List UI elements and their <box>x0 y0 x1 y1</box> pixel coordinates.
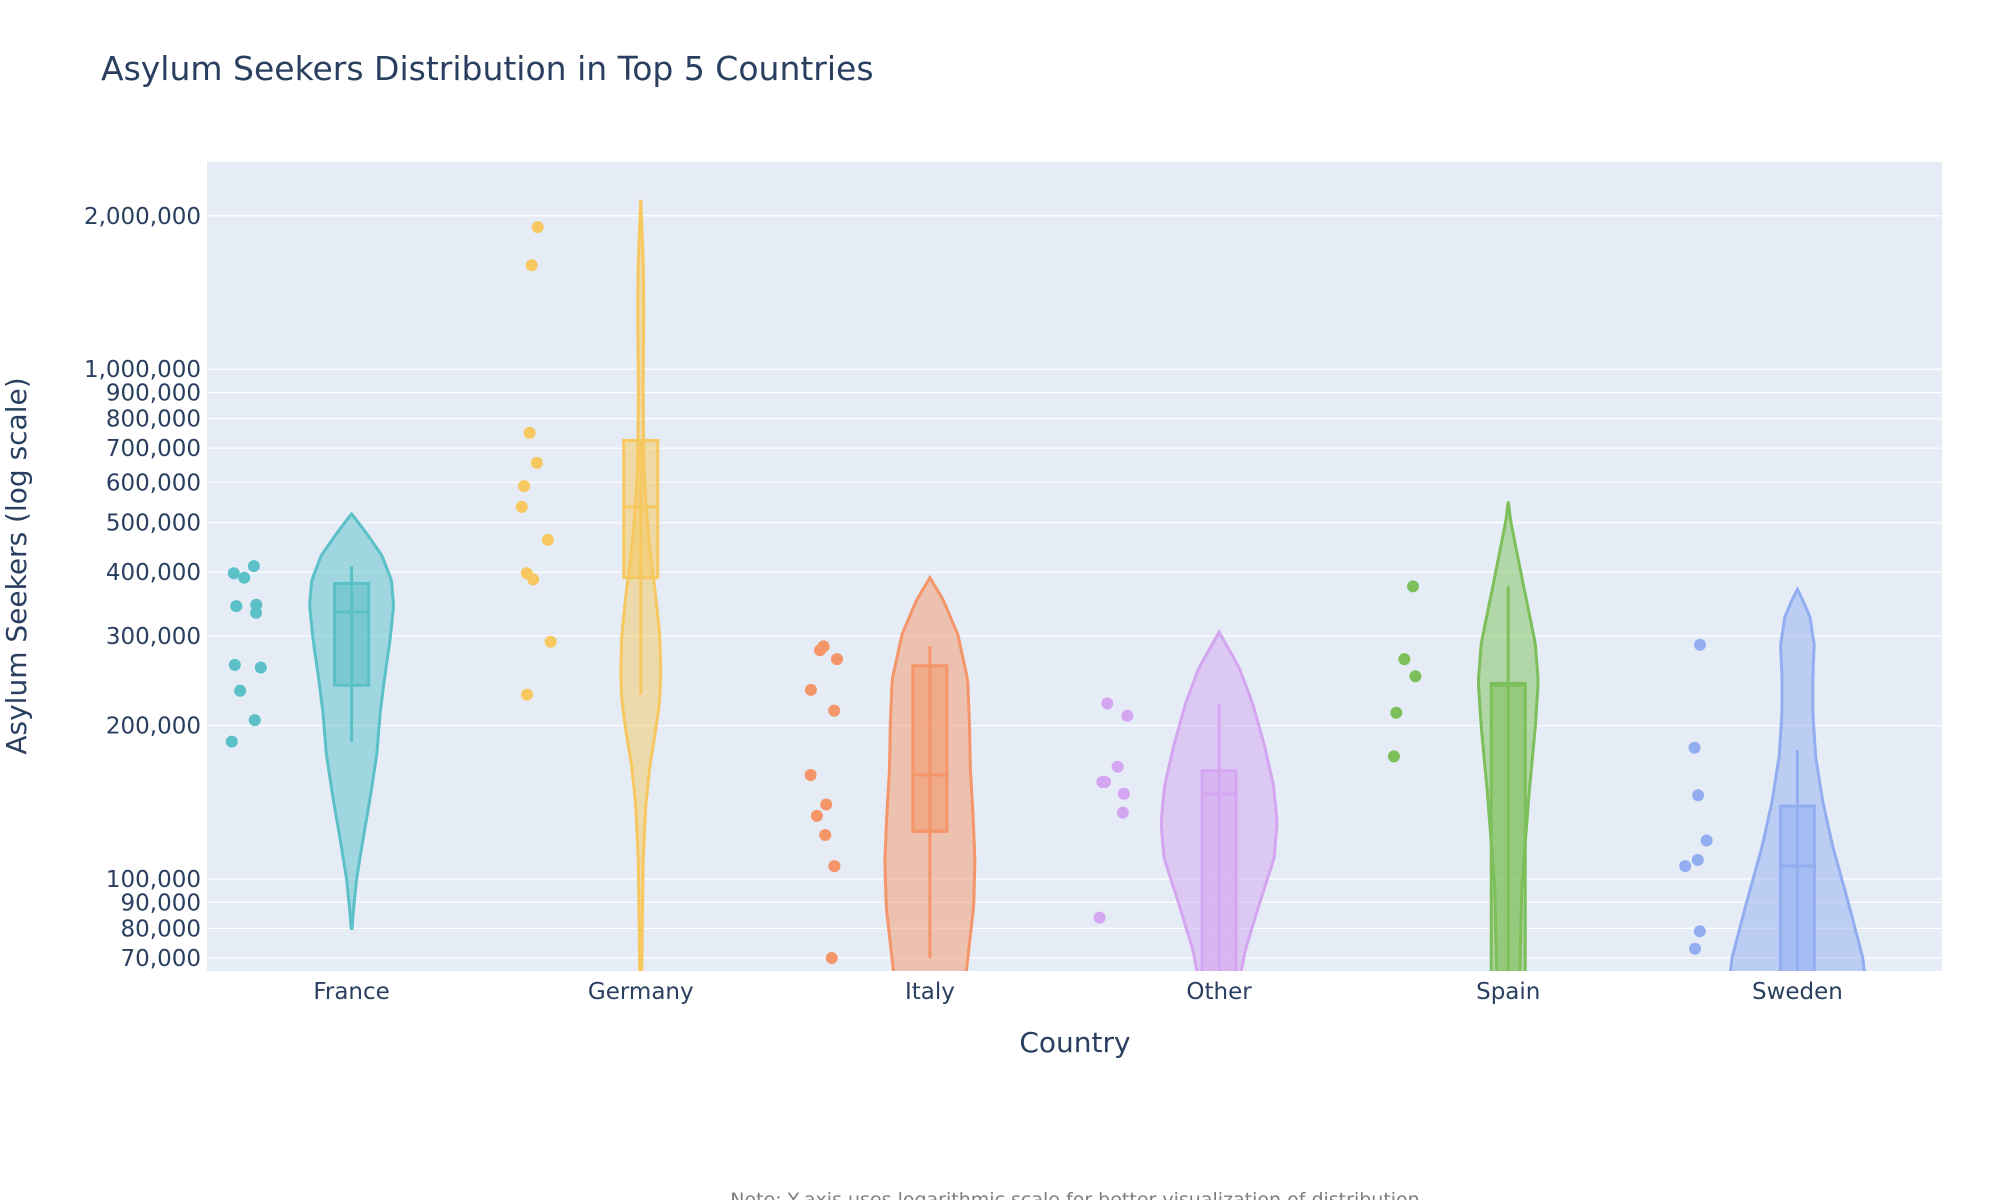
y-tick-label: 400,000 <box>106 560 201 586</box>
y-tick-label: 80,000 <box>121 916 201 942</box>
data-point <box>828 704 841 717</box>
data-point <box>1409 670 1422 683</box>
data-point <box>810 809 823 822</box>
x-tick-label: Germany <box>588 979 694 1005</box>
data-point <box>531 221 544 234</box>
x-tick-label: France <box>313 979 389 1005</box>
violin-group <box>225 511 395 930</box>
data-point <box>1688 741 1701 754</box>
data-point <box>1093 911 1106 924</box>
data-point <box>1116 806 1129 819</box>
data-point <box>530 456 543 469</box>
data-point <box>541 533 554 546</box>
data-point <box>248 714 261 727</box>
x-axis-title: Country <box>1019 1026 1130 1059</box>
violin-group <box>804 574 977 971</box>
data-point <box>1694 638 1706 651</box>
data-point <box>1692 789 1705 802</box>
data-point <box>814 644 826 657</box>
data-point <box>1693 925 1706 938</box>
data-point <box>518 480 531 493</box>
chart-title: Asylum Seekers Distribution in Top 5 Cou… <box>101 49 874 88</box>
y-tick-label: 500,000 <box>106 511 201 537</box>
data-point <box>254 661 267 674</box>
data-point <box>230 600 243 613</box>
data-point <box>228 658 241 671</box>
y-tick-label: 70,000 <box>121 946 201 972</box>
data-point <box>250 606 263 619</box>
violin-group <box>1387 501 1540 971</box>
violin-group <box>515 199 663 971</box>
data-point <box>238 571 251 584</box>
data-point <box>1679 860 1692 873</box>
data-point <box>1398 653 1411 666</box>
data-layer <box>225 199 1866 971</box>
box-iqr <box>911 664 949 833</box>
violin-group <box>1093 629 1279 971</box>
box-iqr <box>333 581 371 687</box>
x-tick-label: Italy <box>905 979 955 1005</box>
footnote: Note: Y-axis uses logarithmic scale for … <box>730 1189 1419 1200</box>
data-point <box>1700 834 1713 847</box>
data-point <box>828 860 841 873</box>
y-tick-label: 700,000 <box>106 436 201 462</box>
plot-background <box>207 162 1942 971</box>
y-tick-label: 300,000 <box>106 624 201 650</box>
data-point <box>1101 697 1114 710</box>
data-point <box>1390 706 1403 719</box>
data-point <box>831 653 843 666</box>
y-tick-label: 100,000 <box>106 867 201 893</box>
data-point <box>227 567 240 580</box>
data-point <box>1407 580 1419 593</box>
x-tick-label: Spain <box>1476 979 1540 1005</box>
data-point <box>1099 776 1112 788</box>
x-tick-labels: France Germany Italy Other Spain Sweden <box>313 979 1843 1005</box>
data-point <box>819 829 832 841</box>
data-point <box>804 683 817 696</box>
x-tick-label: Sweden <box>1752 979 1843 1005</box>
data-point <box>544 635 557 648</box>
data-point <box>234 684 247 697</box>
y-tick-label: 90,000 <box>121 890 201 916</box>
violin-group <box>1679 586 1866 971</box>
data-point <box>1387 750 1400 763</box>
y-tick-label: 2,000,000 <box>84 204 201 230</box>
data-point <box>825 952 838 964</box>
data-point <box>523 426 536 439</box>
data-point <box>1121 709 1134 722</box>
y-axis-title: Asylum Seekers (log scale) <box>0 377 33 754</box>
data-point <box>247 560 260 573</box>
data-point <box>1111 760 1124 773</box>
y-tick-label: 900,000 <box>106 381 201 407</box>
data-point <box>527 573 540 586</box>
y-tick-label: 1,000,000 <box>84 357 201 383</box>
box-iqr <box>1778 804 1816 971</box>
y-tick-label: 200,000 <box>106 714 201 740</box>
data-point <box>225 735 238 748</box>
data-point <box>1689 942 1701 955</box>
y-tick-label: 800,000 <box>106 407 201 433</box>
box-iqr <box>1200 769 1238 971</box>
x-tick-label: Other <box>1186 979 1252 1005</box>
data-point <box>820 798 833 811</box>
data-point <box>525 259 538 272</box>
gridlines <box>207 215 1942 959</box>
data-point <box>1691 853 1704 866</box>
data-point <box>521 688 534 701</box>
data-point <box>1117 787 1130 800</box>
box-iqr <box>1489 681 1527 971</box>
box-iqr <box>622 438 660 580</box>
data-point <box>515 500 528 513</box>
y-tick-label: 600,000 <box>106 470 201 496</box>
data-point <box>804 769 817 781</box>
